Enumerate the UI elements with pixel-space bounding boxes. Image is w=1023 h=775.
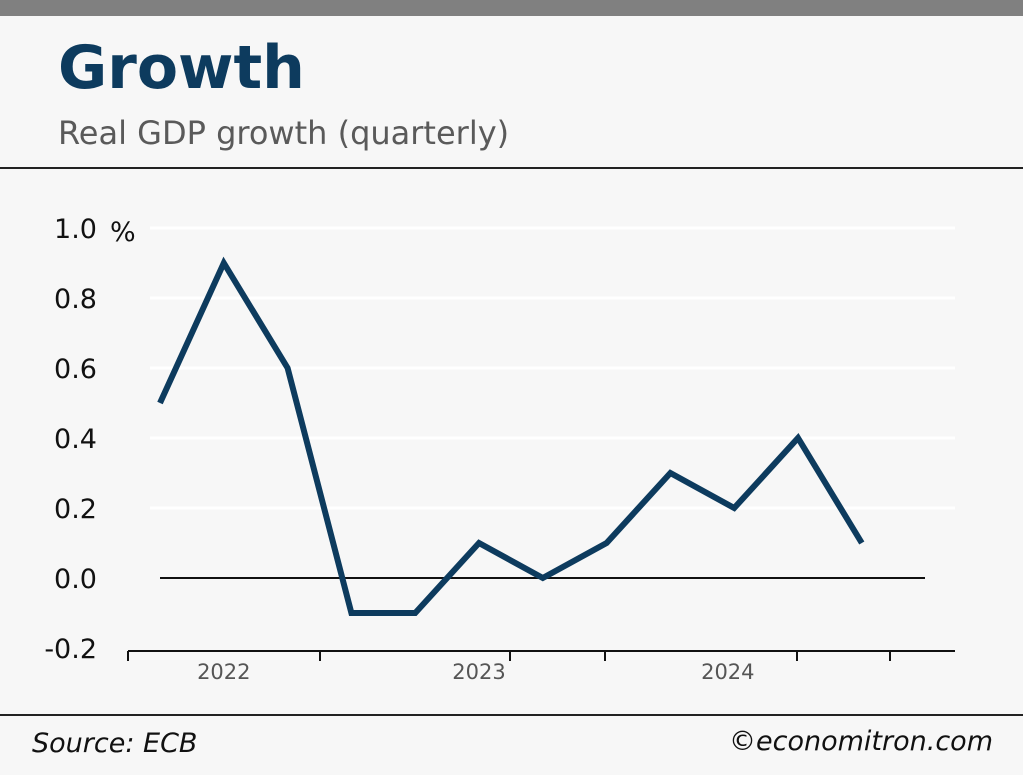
credit-note: ©economitron.com [729,726,993,757]
y-tick-label: 0.4 [54,424,97,455]
gridlines [150,226,955,579]
page-subtitle: Real GDP growth (quarterly) [58,114,510,152]
source-note: Source: ECB [32,728,198,759]
series-line [157,256,865,616]
y-tick-label: 0.0 [54,564,97,595]
y-unit-label: % [110,217,136,248]
x-tick-label: 2024 [701,660,754,684]
y-tick-label: 0.2 [54,494,97,525]
top-band [0,0,1023,16]
x-axis: 2022 2023 2024 [127,650,955,684]
y-axis-ticks: -0.2 0.0 0.2 0.4 0.6 0.8 1.0 [44,214,97,665]
y-tick-label: 1.0 [54,214,97,245]
y-tick-label: -0.2 [44,634,97,665]
y-tick-label: 0.8 [54,284,97,315]
header-divider [0,167,1023,169]
page-title: Growth [58,33,305,103]
x-tick-label: 2022 [197,660,250,684]
footer-divider [0,714,1023,716]
y-tick-label: 0.6 [54,354,97,385]
x-tick-label: 2023 [452,660,505,684]
series-group [157,256,865,616]
